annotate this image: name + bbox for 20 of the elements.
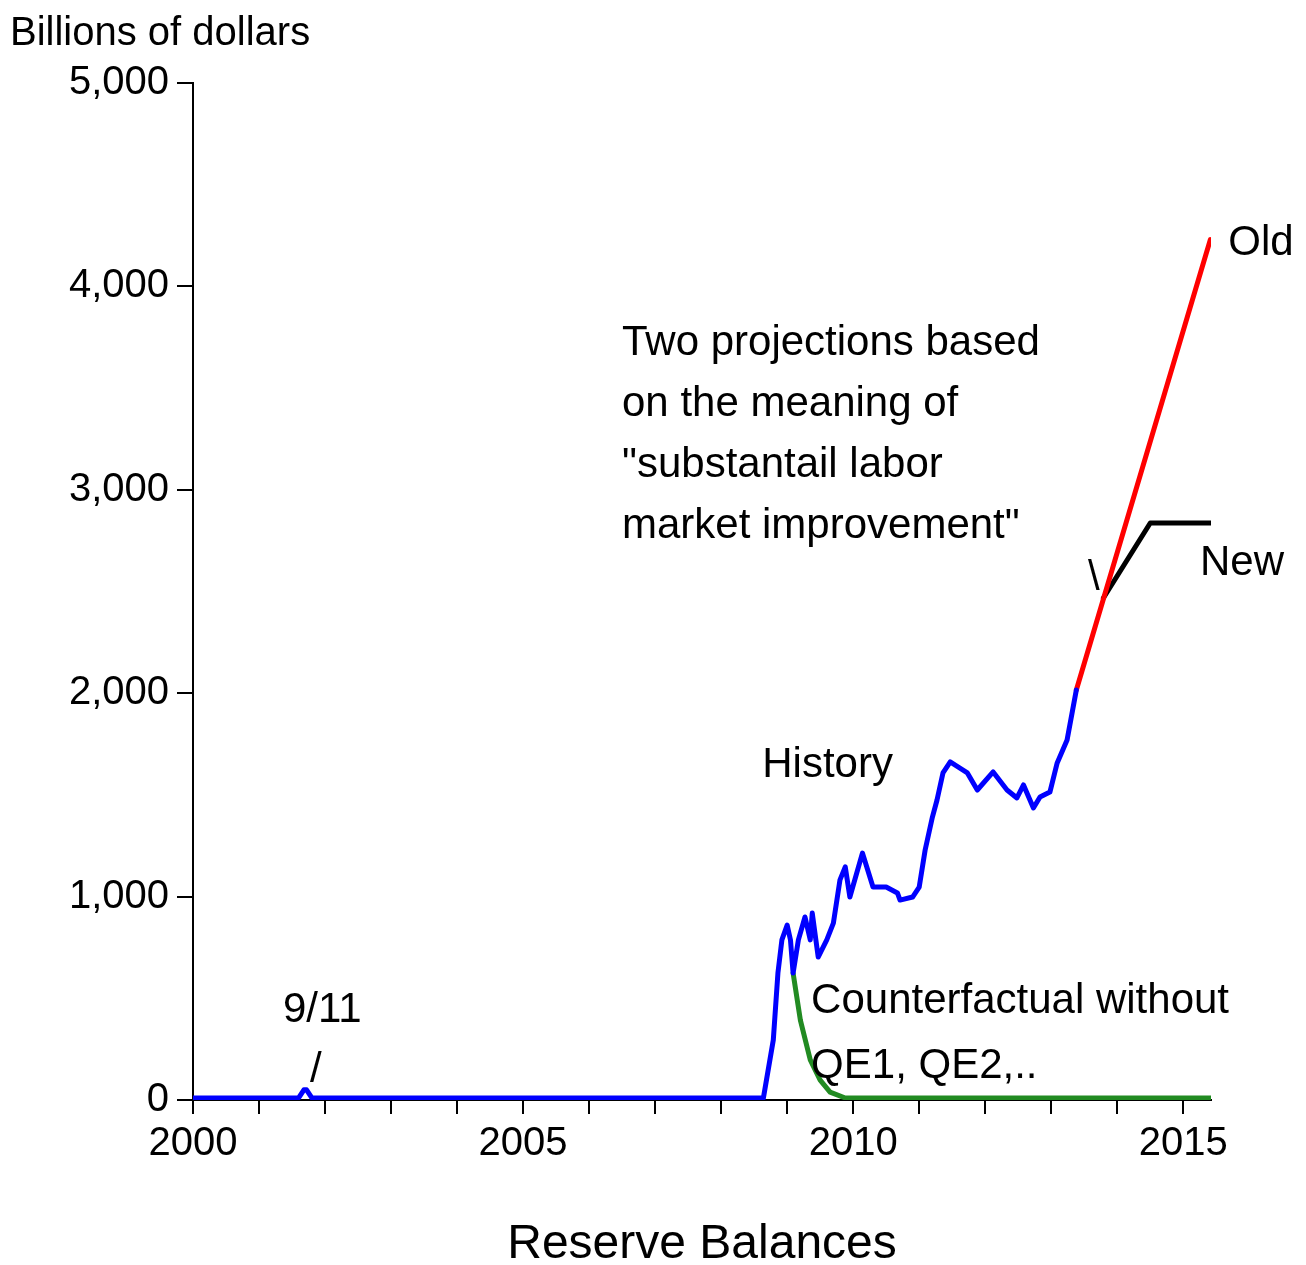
x-tick-label: 2000: [148, 1119, 238, 1164]
series-label: Counterfactual without QE1, QE2,..: [811, 975, 1230, 1088]
series-label: History: [762, 738, 893, 786]
series-label: Old: [1228, 216, 1294, 264]
x-tick-label: 2010: [808, 1119, 898, 1164]
y-tick-label: 0: [146, 1075, 169, 1120]
y-tick-label: 2,000: [68, 668, 169, 713]
y-tick-label: 1,000: [68, 871, 169, 916]
y-axis-title: Billions of dollars: [10, 9, 311, 53]
series-label: New: [1200, 536, 1285, 584]
x-tick-label: 2005: [478, 1119, 568, 1164]
y-tick-label: 3,000: [68, 464, 169, 509]
annotation: \: [1088, 552, 1100, 599]
annotation: Two projections based on the meaning of "substantail labor market improvement": [622, 317, 1040, 547]
x-tick-label: 2015: [1138, 1119, 1228, 1164]
annotation: /: [310, 1044, 322, 1091]
y-tick-label: 4,000: [68, 261, 169, 306]
annotation: 9/11: [283, 984, 362, 1031]
x-axis-title: Reserve Balances: [507, 1215, 897, 1265]
y-tick-label: 5,000: [68, 58, 169, 103]
